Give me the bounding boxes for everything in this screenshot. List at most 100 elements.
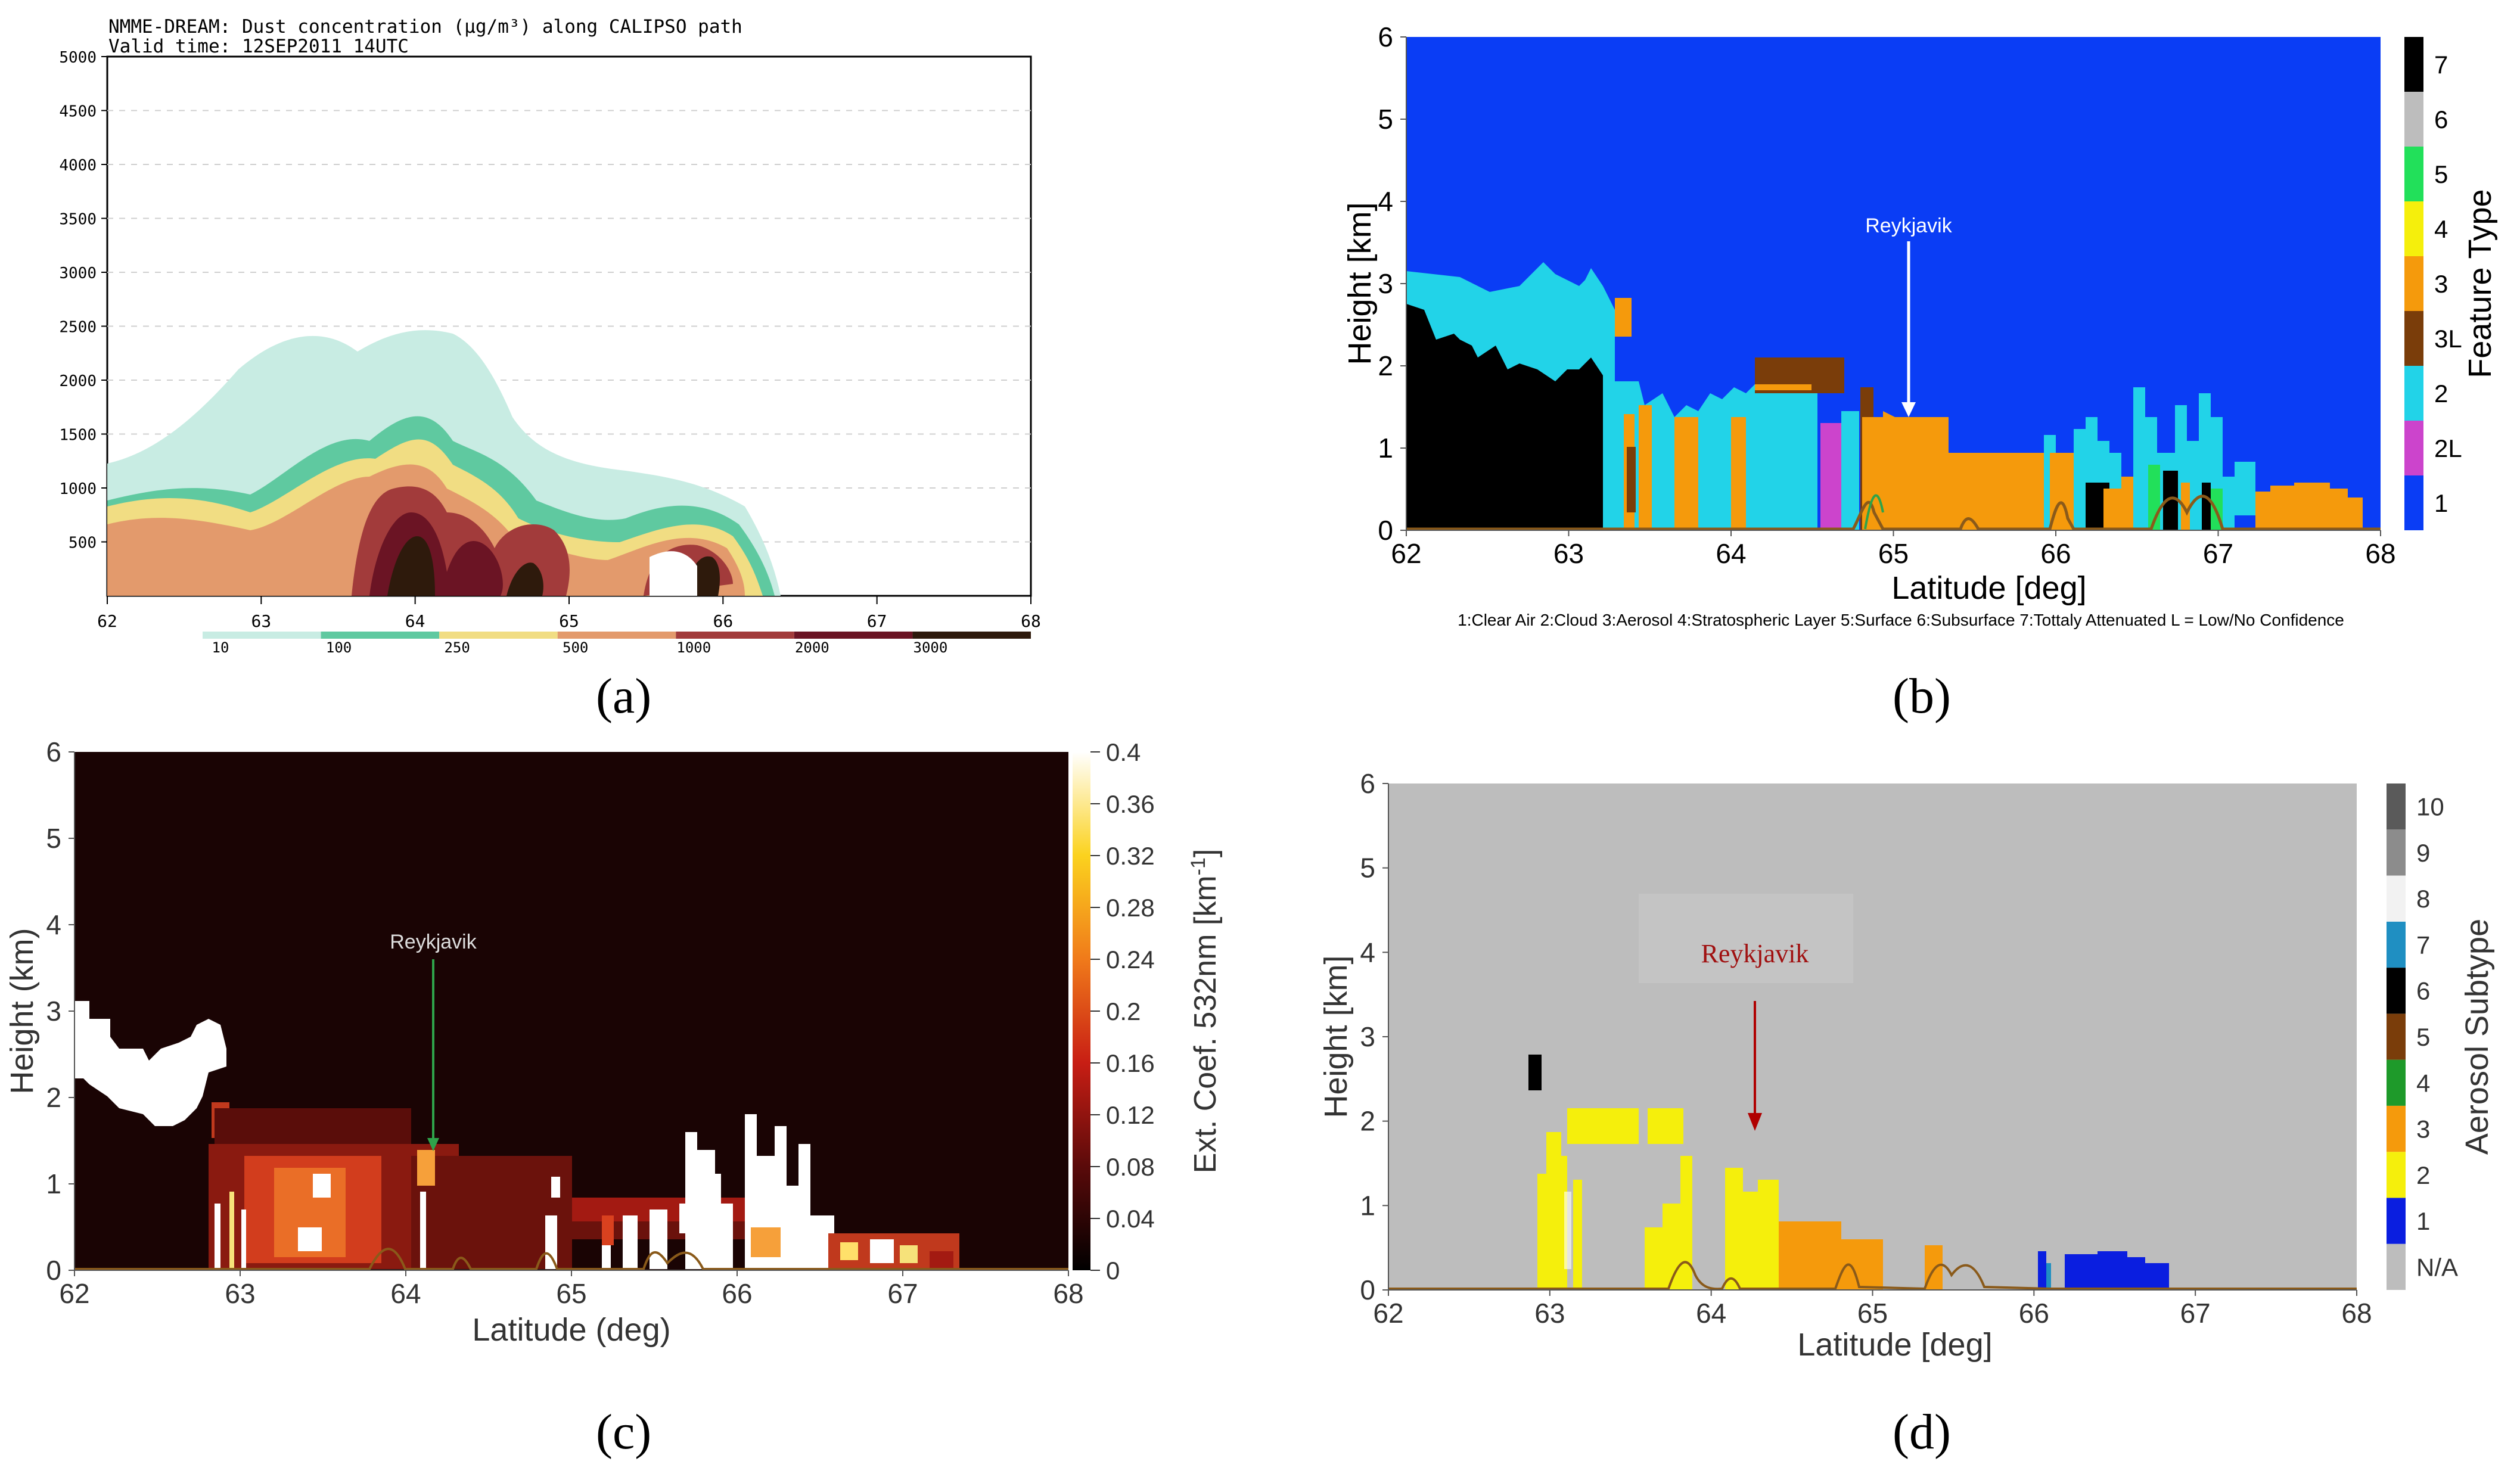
colorbar-label-1: 1: [2416, 1207, 2430, 1235]
dust-col-3: [1573, 1180, 1582, 1290]
signal-white-6: [551, 1177, 560, 1198]
signal-yellow-1: [229, 1192, 234, 1269]
x-tick-label-68: 68: [2341, 1298, 2372, 1329]
reykjavik-label-c: Reykjavik: [390, 931, 477, 953]
colorbar-swatch-1: [2404, 475, 2423, 530]
panel-c-ylabel: Height (km): [4, 928, 40, 1094]
panel-b-colorbar-title: Feature Type: [2462, 189, 2498, 378]
x-tick-label-68: 68: [1053, 1278, 1083, 1309]
y-tick-label-3: 3: [1378, 268, 1393, 299]
panel-c-colorbar-ticks: 0 0.04 0.08 0.12 0.16 0.2 0.24 0.28 0.32 0.36 0.4: [1090, 739, 1155, 1285]
x-tick-label-65: 65: [1857, 1298, 1888, 1329]
signal-white-7: [602, 1245, 611, 1269]
y-tick-label-5: 5: [1378, 104, 1393, 135]
colorbar-label-0.24: 0.24: [1106, 946, 1155, 974]
y-tick-label-2000: 2000: [59, 372, 97, 390]
colorbar-label-0.28: 0.28: [1106, 894, 1155, 922]
colorbar-swatch-3L: [2404, 311, 2423, 366]
y-tick-label-500: 500: [69, 534, 97, 552]
panel-d-terrain-line: [1388, 1261, 2357, 1291]
colorbar-label-500: 500: [563, 639, 588, 656]
signal-yellow-3: [900, 1245, 918, 1263]
panel-d-y-axis: 0 1 2 3 4 5 6: [1360, 768, 1389, 1305]
signal-yellow-2: [840, 1242, 858, 1260]
colorbar-swatch-2L: [2404, 421, 2423, 475]
colorbar-label-0.08: 0.08: [1106, 1153, 1155, 1181]
attenuated-col-661: [2202, 483, 2211, 530]
signal-patch-66: [751, 1227, 781, 1257]
cloud-col-664: [2235, 462, 2255, 515]
colorbar-swatch-4: [676, 632, 794, 639]
marine-col: [2038, 1251, 2046, 1290]
colorbar-label-0.2: 0.2: [1106, 997, 1141, 1025]
panel-d-colorbar: N/A 1 2 3 4 5 6 7 8 9 10: [2387, 783, 2458, 1290]
colorbar-swatch-5: [2404, 147, 2423, 201]
y-tick-label-6: 6: [1360, 768, 1375, 799]
colorbar-label-10: 10: [2416, 793, 2444, 821]
colorbar-label-7: 7: [2416, 931, 2430, 959]
panel-c-x-axis: 62 63 64 65 66 67 68: [59, 1270, 1084, 1309]
colorbar-label-100: 100: [326, 639, 352, 656]
x-tick-label-67: 67: [2203, 538, 2233, 569]
aerosol-col-3: [1674, 417, 1698, 530]
colorbar-label-3L: 3L: [2434, 325, 2462, 353]
dust-col-1: [1537, 1132, 1561, 1290]
x-tick-label-62: 62: [1373, 1298, 1403, 1329]
colorbar-swatch-4: [2404, 201, 2423, 256]
low-conf-cloud: [1820, 423, 1844, 530]
y-tick-label-1500: 1500: [59, 427, 97, 444]
colorbar-swatch-9: [2387, 829, 2406, 876]
cloud-block-mid: [1612, 369, 1817, 530]
x-tick-label-62: 62: [97, 611, 117, 631]
colorbar-label-10: 10: [212, 639, 229, 656]
colorbar-label-5: 5: [2416, 1023, 2430, 1051]
colorbar-swatch-3: [2404, 256, 2423, 311]
aerosol-strip: [1615, 298, 1632, 337]
panel-d-aerosol-blocks: [1528, 1055, 2169, 1290]
colorbar-swatch-6: [2387, 968, 2406, 1014]
panel-b-legend-note: 1:Clear Air 2:Cloud 3:Aerosol 4:Stratosp…: [1458, 611, 2344, 629]
y-tick-label-5000: 5000: [59, 49, 97, 67]
cloud-white-655: [685, 1132, 733, 1269]
marine-layer: [2065, 1251, 2169, 1290]
colorbar-label-2000: 2000: [795, 639, 829, 656]
y-tick-label-2500: 2500: [59, 319, 97, 337]
y-tick-label-4: 4: [46, 909, 61, 940]
y-tick-label-2: 2: [1378, 350, 1393, 381]
aerosol-col-4: [1731, 417, 1746, 530]
y-tick-label-0: 0: [1378, 515, 1393, 546]
cloud-col-64: [1841, 411, 1859, 530]
colorbar-label-2L: 2L: [2434, 434, 2462, 462]
panel-c-colorbar-title: Ext. Coef. 532nm [km-1]: [1187, 849, 1223, 1174]
panel-b-terrain-line: [1406, 495, 2381, 531]
x-tick-label-63: 63: [1534, 1298, 1565, 1329]
colorbar-swatch-7: [2404, 37, 2423, 92]
colorbar-label-0.32: 0.32: [1106, 842, 1155, 870]
smoke-block: [1528, 1055, 1542, 1090]
aerosol-col-2: [1639, 405, 1652, 530]
colorbar-swatch-2: [2387, 1152, 2406, 1198]
colorbar-label-0.16: 0.16: [1106, 1049, 1155, 1077]
colorbar-swatch-2: [2404, 366, 2423, 421]
cloud-white-662: [798, 1144, 834, 1269]
panel-a-x-axis: 62 63 64 65 66 67 68: [97, 596, 1041, 631]
y-tick-label-3000: 3000: [59, 265, 97, 282]
signal-white-1: [215, 1204, 220, 1269]
panel-b-feature-blocks: [1406, 262, 2363, 530]
dust-block-reykjavik: [1725, 1168, 1779, 1290]
colorbar-label-2: 2: [2416, 1161, 2430, 1189]
reykjavik-label-b: Reykjavik: [1865, 214, 1952, 237]
panel-c-colorbar: [1073, 752, 1090, 1270]
panel-d-ylabel: Height [km]: [1318, 955, 1354, 1118]
colorbar-swatch-6: [2404, 92, 2423, 147]
polluted-marine-col: [2046, 1263, 2051, 1290]
colorbar-label-0.12: 0.12: [1106, 1101, 1155, 1129]
panel-d-x-axis: 62 63 64 65 66 67 68: [1373, 1289, 2372, 1329]
colorbar-label-6: 6: [2434, 105, 2448, 133]
x-tick-label-62: 62: [1391, 538, 1421, 569]
colorbar-label-5: 5: [2434, 160, 2448, 188]
x-tick-label-68: 68: [1021, 611, 1041, 631]
panel-a-title: NMME-DREAM: Dust concentration (µg/m³) a…: [108, 16, 742, 38]
colorbar-swatch-N/A: [2387, 1243, 2406, 1290]
signal-white-4: [298, 1227, 322, 1251]
